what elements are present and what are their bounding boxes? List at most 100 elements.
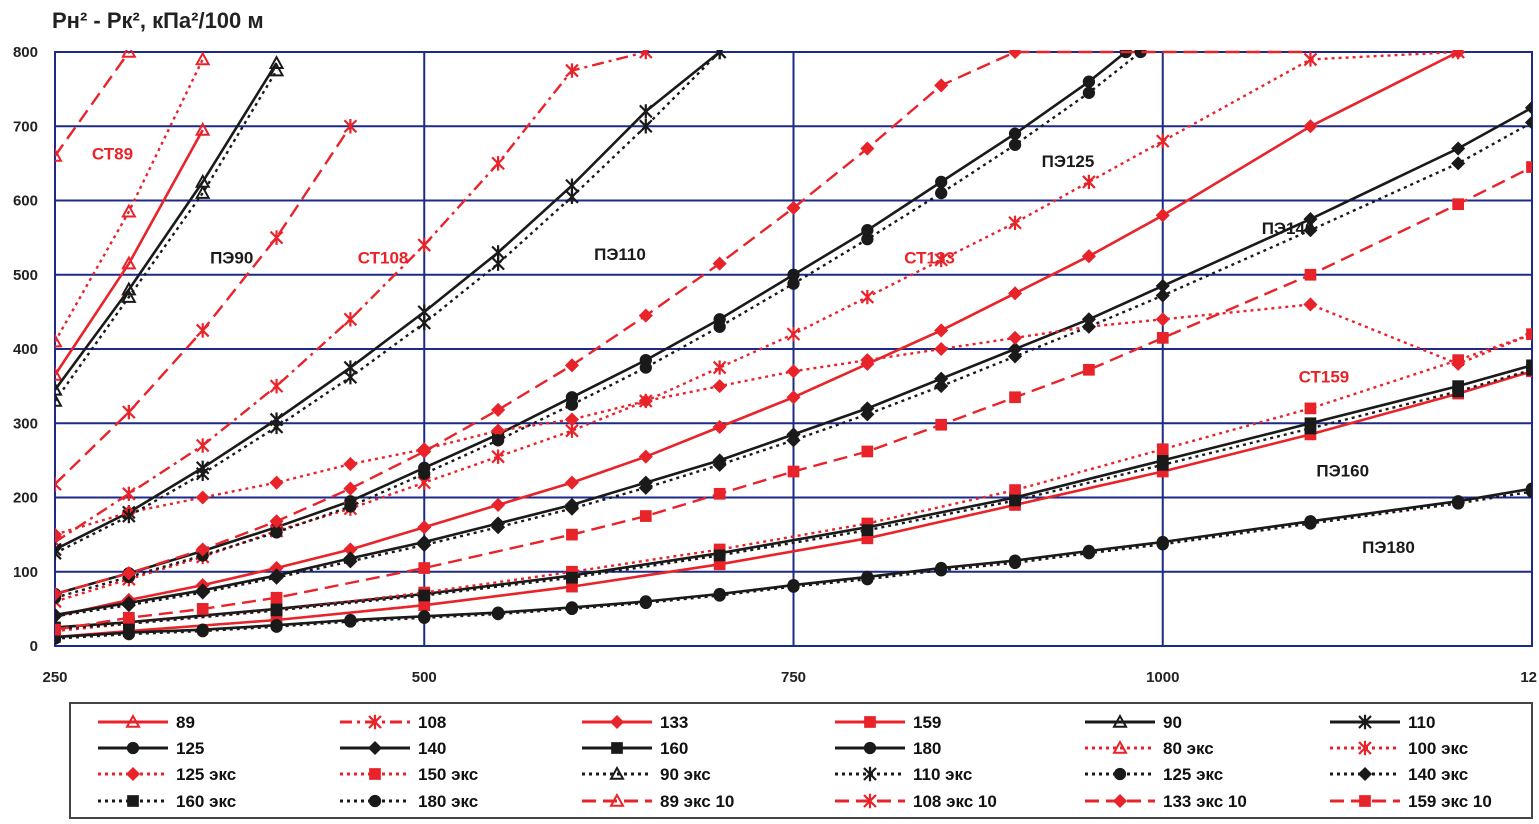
point-marker [1112,739,1128,754]
point-marker [55,381,63,396]
y-axis-label: Pн² - Pк², кПа²/100 м [52,8,264,33]
point-marker [864,716,876,728]
point-marker [1112,713,1128,728]
curve-label: ПЭ125 [1042,152,1095,171]
point-marker [712,256,727,271]
point-marker [1156,458,1169,471]
legend-label: 108 экс 10 [913,792,997,811]
point-marker [55,333,63,348]
point-marker [121,281,137,296]
point-marker [566,528,578,541]
point-marker [417,520,432,535]
point-marker [195,438,210,453]
legend-label: 180 [913,739,941,758]
legend-label: 133 [660,713,688,732]
point-marker [343,370,358,385]
series-line [55,50,1459,603]
point-marker [713,549,726,562]
point-marker [270,526,283,539]
legend-label: 80 экс [1163,739,1214,758]
legend-label: 110 экс [913,765,972,784]
point-marker [344,500,357,513]
annotations: СТ89 ПЭ90 СТ108 ПЭ110 СТ133 ПЭ125 ПЭ140 СТ159 ПЭ… [92,145,1415,558]
point-marker [786,364,801,379]
legend-item: 159 [835,713,941,732]
point-marker [609,792,625,807]
point-marker [125,766,141,782]
point-marker [934,323,949,338]
legend-item: 89 [98,713,195,732]
curve-label: ПЭ90 [210,249,253,268]
point-marker [122,508,136,524]
legend: 89 108 133 159 90 110 125 140 160 180 80 экс 100 эк… [98,713,1492,811]
point-marker [861,573,874,586]
point-marker [565,602,579,616]
point-marker [786,390,801,405]
y-tick-label: 700 [13,118,38,135]
legend-item: 100 экс [1330,739,1468,758]
point-marker [564,501,580,516]
point-marker [1451,50,1465,60]
point-marker [417,315,432,331]
point-marker [566,571,578,584]
series-line [55,62,278,391]
point-marker [609,765,625,780]
point-marker [1526,161,1532,173]
point-marker [1009,494,1021,507]
point-marker [122,404,136,420]
y-tick-label: 400 [13,341,38,358]
point-marker [122,627,136,641]
point-marker [1451,156,1466,171]
legend-label: 125 экс [176,765,236,784]
point-marker [861,524,874,537]
series [55,121,211,381]
point-marker [638,480,653,495]
x-tick-label: 750 [781,669,806,686]
legend-label: 108 [418,713,446,732]
y-tick-labels: 0 100 200 300 400 500 600 700 800 [13,44,38,655]
curve-label: СТ108 [358,249,409,268]
point-marker [1524,100,1532,115]
point-marker [638,449,653,464]
legend-item: 80 экс [1085,739,1214,758]
series [55,50,1311,602]
point-marker [195,51,211,66]
legend-label: 90 экс [660,765,711,784]
series [55,115,1532,624]
point-marker [269,514,284,529]
point-marker [195,323,210,338]
point-marker [343,481,358,496]
point-marker [712,50,727,60]
y-tick-label: 300 [13,415,38,432]
point-marker [935,186,948,200]
legend-label: 90 [1163,713,1182,732]
point-marker [55,609,63,624]
point-marker [121,255,137,270]
curve-label: СТ89 [92,145,133,164]
point-marker [1008,556,1022,569]
legend-item: 133 экс 10 [1085,792,1247,811]
point-marker [1155,288,1170,303]
point-marker [55,527,63,542]
series [55,50,653,550]
legend-item: 125 экс [98,765,236,784]
point-marker [418,562,431,574]
point-marker [417,537,432,553]
legend-label: 160 экс [176,792,236,811]
point-marker [639,596,652,610]
point-marker [1008,215,1022,230]
series-line [55,50,1459,618]
point-marker [1009,484,1021,496]
point-marker [934,78,949,93]
series-line [55,51,130,157]
series [55,62,285,407]
legend-item: 108 экс 10 [835,792,997,811]
point-marker [55,623,61,636]
point-marker [934,341,949,357]
legend-label: 140 экс [1408,765,1468,784]
point-marker [1008,127,1022,140]
point-marker [712,360,727,375]
series [55,51,211,348]
curve-label: ПЭ180 [1362,538,1415,557]
